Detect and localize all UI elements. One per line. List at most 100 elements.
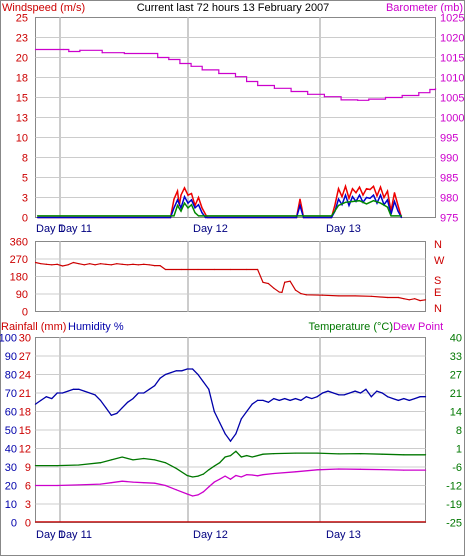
windspeed-tick: 23 (16, 33, 28, 45)
rainfall-tick: 12 (19, 444, 31, 456)
baro-point (101, 52, 103, 54)
rain-point (34, 521, 37, 523)
humidity-point (72, 388, 75, 390)
direction-point (137, 264, 140, 266)
dewpoint-point (154, 482, 156, 484)
direction-point (403, 298, 405, 300)
temperature-point (56, 464, 58, 467)
avg-point (330, 216, 333, 219)
gust-point (201, 207, 203, 209)
humidity-point (219, 422, 221, 424)
dewpoint-point (164, 484, 167, 487)
rainfall-tick: 18 (19, 407, 31, 419)
direction-point (386, 296, 389, 299)
humidity-point (132, 397, 134, 400)
gust-point (376, 195, 378, 197)
gust-point (183, 187, 186, 189)
direction-point (289, 280, 291, 282)
barometer-tick: 980 (440, 193, 458, 205)
speed-point (36, 215, 39, 217)
avg-point (351, 196, 354, 198)
gust-point (383, 196, 385, 199)
gust-point (173, 198, 175, 200)
direction-degree-tick: 180 (10, 272, 28, 284)
rainfall-tick: 15 (19, 425, 31, 437)
humidity-point (34, 403, 37, 405)
humidity-point (392, 397, 394, 400)
baro-point (201, 69, 203, 71)
dewpoint-point (191, 495, 194, 497)
baro-point (257, 84, 259, 87)
dewpoint-line (35, 468, 426, 497)
dewpoint-point (359, 468, 362, 470)
rainfall-axis-title: Rainfall (mm) (1, 321, 66, 333)
speed-point (180, 210, 182, 212)
avg-point (358, 194, 361, 196)
baro-point (323, 96, 325, 98)
temp-x-tick: Day 12 (193, 529, 228, 541)
direction-point (419, 300, 421, 302)
humidity-point (376, 390, 378, 392)
humidity-point (67, 390, 69, 392)
avg-point (369, 197, 371, 199)
baro-point (307, 93, 309, 95)
temperature-point (219, 462, 221, 464)
humidity-point (327, 390, 329, 392)
barometer-tick: 1000 (440, 113, 464, 125)
gust-point (299, 198, 301, 200)
baro-point (246, 80, 248, 83)
humidity-point (197, 373, 199, 376)
windspeed-tick: 18 (16, 73, 28, 85)
windspeed-tick: 8 (22, 153, 28, 165)
humidity-tick: 10 (5, 499, 17, 511)
avg-point (386, 199, 389, 201)
dewpoint-point (99, 483, 102, 485)
temp-x-tick: Day 11 (58, 529, 92, 541)
dewpoint-axis-title: Dew Point (393, 321, 443, 333)
humidity-point (332, 392, 335, 394)
direction-degree-tick: 270 (10, 254, 28, 266)
temperature-tick: 8 (456, 425, 462, 437)
dewpoint-point (121, 480, 123, 482)
speed-point (330, 215, 333, 217)
humidity-point (137, 392, 140, 394)
humidity-tick: 80 (5, 370, 17, 382)
baro-point (368, 98, 370, 100)
direction-point (143, 263, 145, 265)
humidity-point (191, 368, 194, 370)
direction-point (300, 293, 302, 295)
direction-series (34, 261, 427, 302)
rainfall-tick: 24 (19, 370, 31, 382)
chart-title: Current last 72 hours 13 February 2007 (137, 2, 330, 14)
wind-barometer-panel: Windspeed (m/s) Current last 72 hours 13… (2, 2, 464, 235)
direction-point (338, 295, 340, 297)
gust-point (344, 185, 347, 187)
humidity-point (94, 394, 96, 396)
speed-point (176, 204, 179, 207)
direction-compass-tick: E (434, 287, 441, 299)
avg-point (295, 216, 298, 219)
baro-point (357, 99, 359, 101)
humidity-tick: 60 (5, 407, 17, 419)
dewpoint-point (316, 469, 318, 471)
direction-point (99, 263, 102, 265)
dewpoint-point (273, 472, 275, 475)
direction-point (154, 265, 156, 267)
dewpoint-point (213, 481, 215, 483)
barometer-tick: 1020 (440, 33, 464, 45)
direction-point (197, 268, 199, 271)
speed-point (386, 206, 389, 208)
humidity-point (349, 392, 351, 394)
avg-point (372, 194, 375, 196)
gust-point (204, 213, 207, 215)
speed-point (173, 215, 175, 217)
temp-grid (35, 337, 426, 523)
gust-point (379, 186, 382, 188)
baro-point (234, 76, 237, 78)
temperature-point (240, 456, 242, 458)
baro-point (62, 48, 64, 51)
humidity-tick: 100 (0, 333, 17, 345)
humidity-point (246, 410, 248, 413)
avg-point (204, 216, 207, 219)
